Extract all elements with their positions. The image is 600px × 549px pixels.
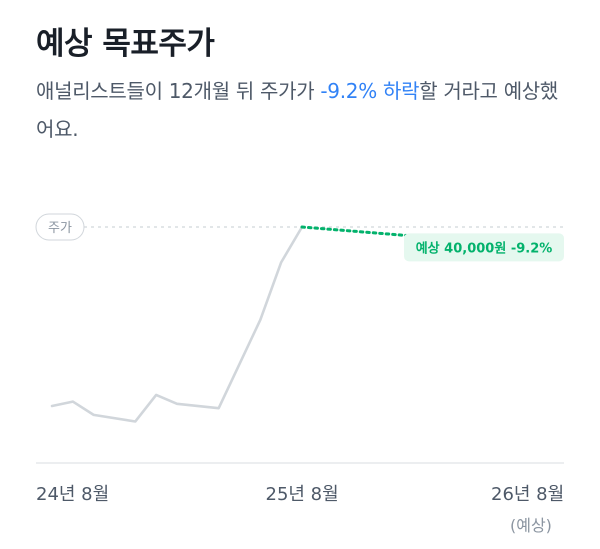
reference-label-pill	[35, 213, 85, 241]
page-title: 예상 목표주가	[36, 26, 215, 62]
x-tick-label: 25년 8월	[265, 484, 339, 505]
forecast-label: 예상 40,000원 -9.2%	[416, 240, 553, 256]
forecast-description: 애널리스트들이 12개월 뒤 주가가 -9.2% 하락할 거라고 예상했어요.	[36, 72, 576, 148]
desc-text-after: 할 거라고 예상했어요.	[36, 79, 559, 141]
x-tick-sublabel: (예상)	[510, 516, 552, 535]
x-tick-label: 26년 8월	[491, 484, 565, 505]
desc-text-before: 애널리스트들이 12개월 뒤 주가가	[36, 79, 321, 103]
forecast-label-box	[404, 233, 564, 262]
desc-highlight: -9.2% 하락	[320, 79, 420, 103]
x-tick-label: 24년 8월	[36, 484, 110, 505]
price-series-line	[50, 225, 304, 423]
reference-label: 주가	[48, 221, 72, 236]
